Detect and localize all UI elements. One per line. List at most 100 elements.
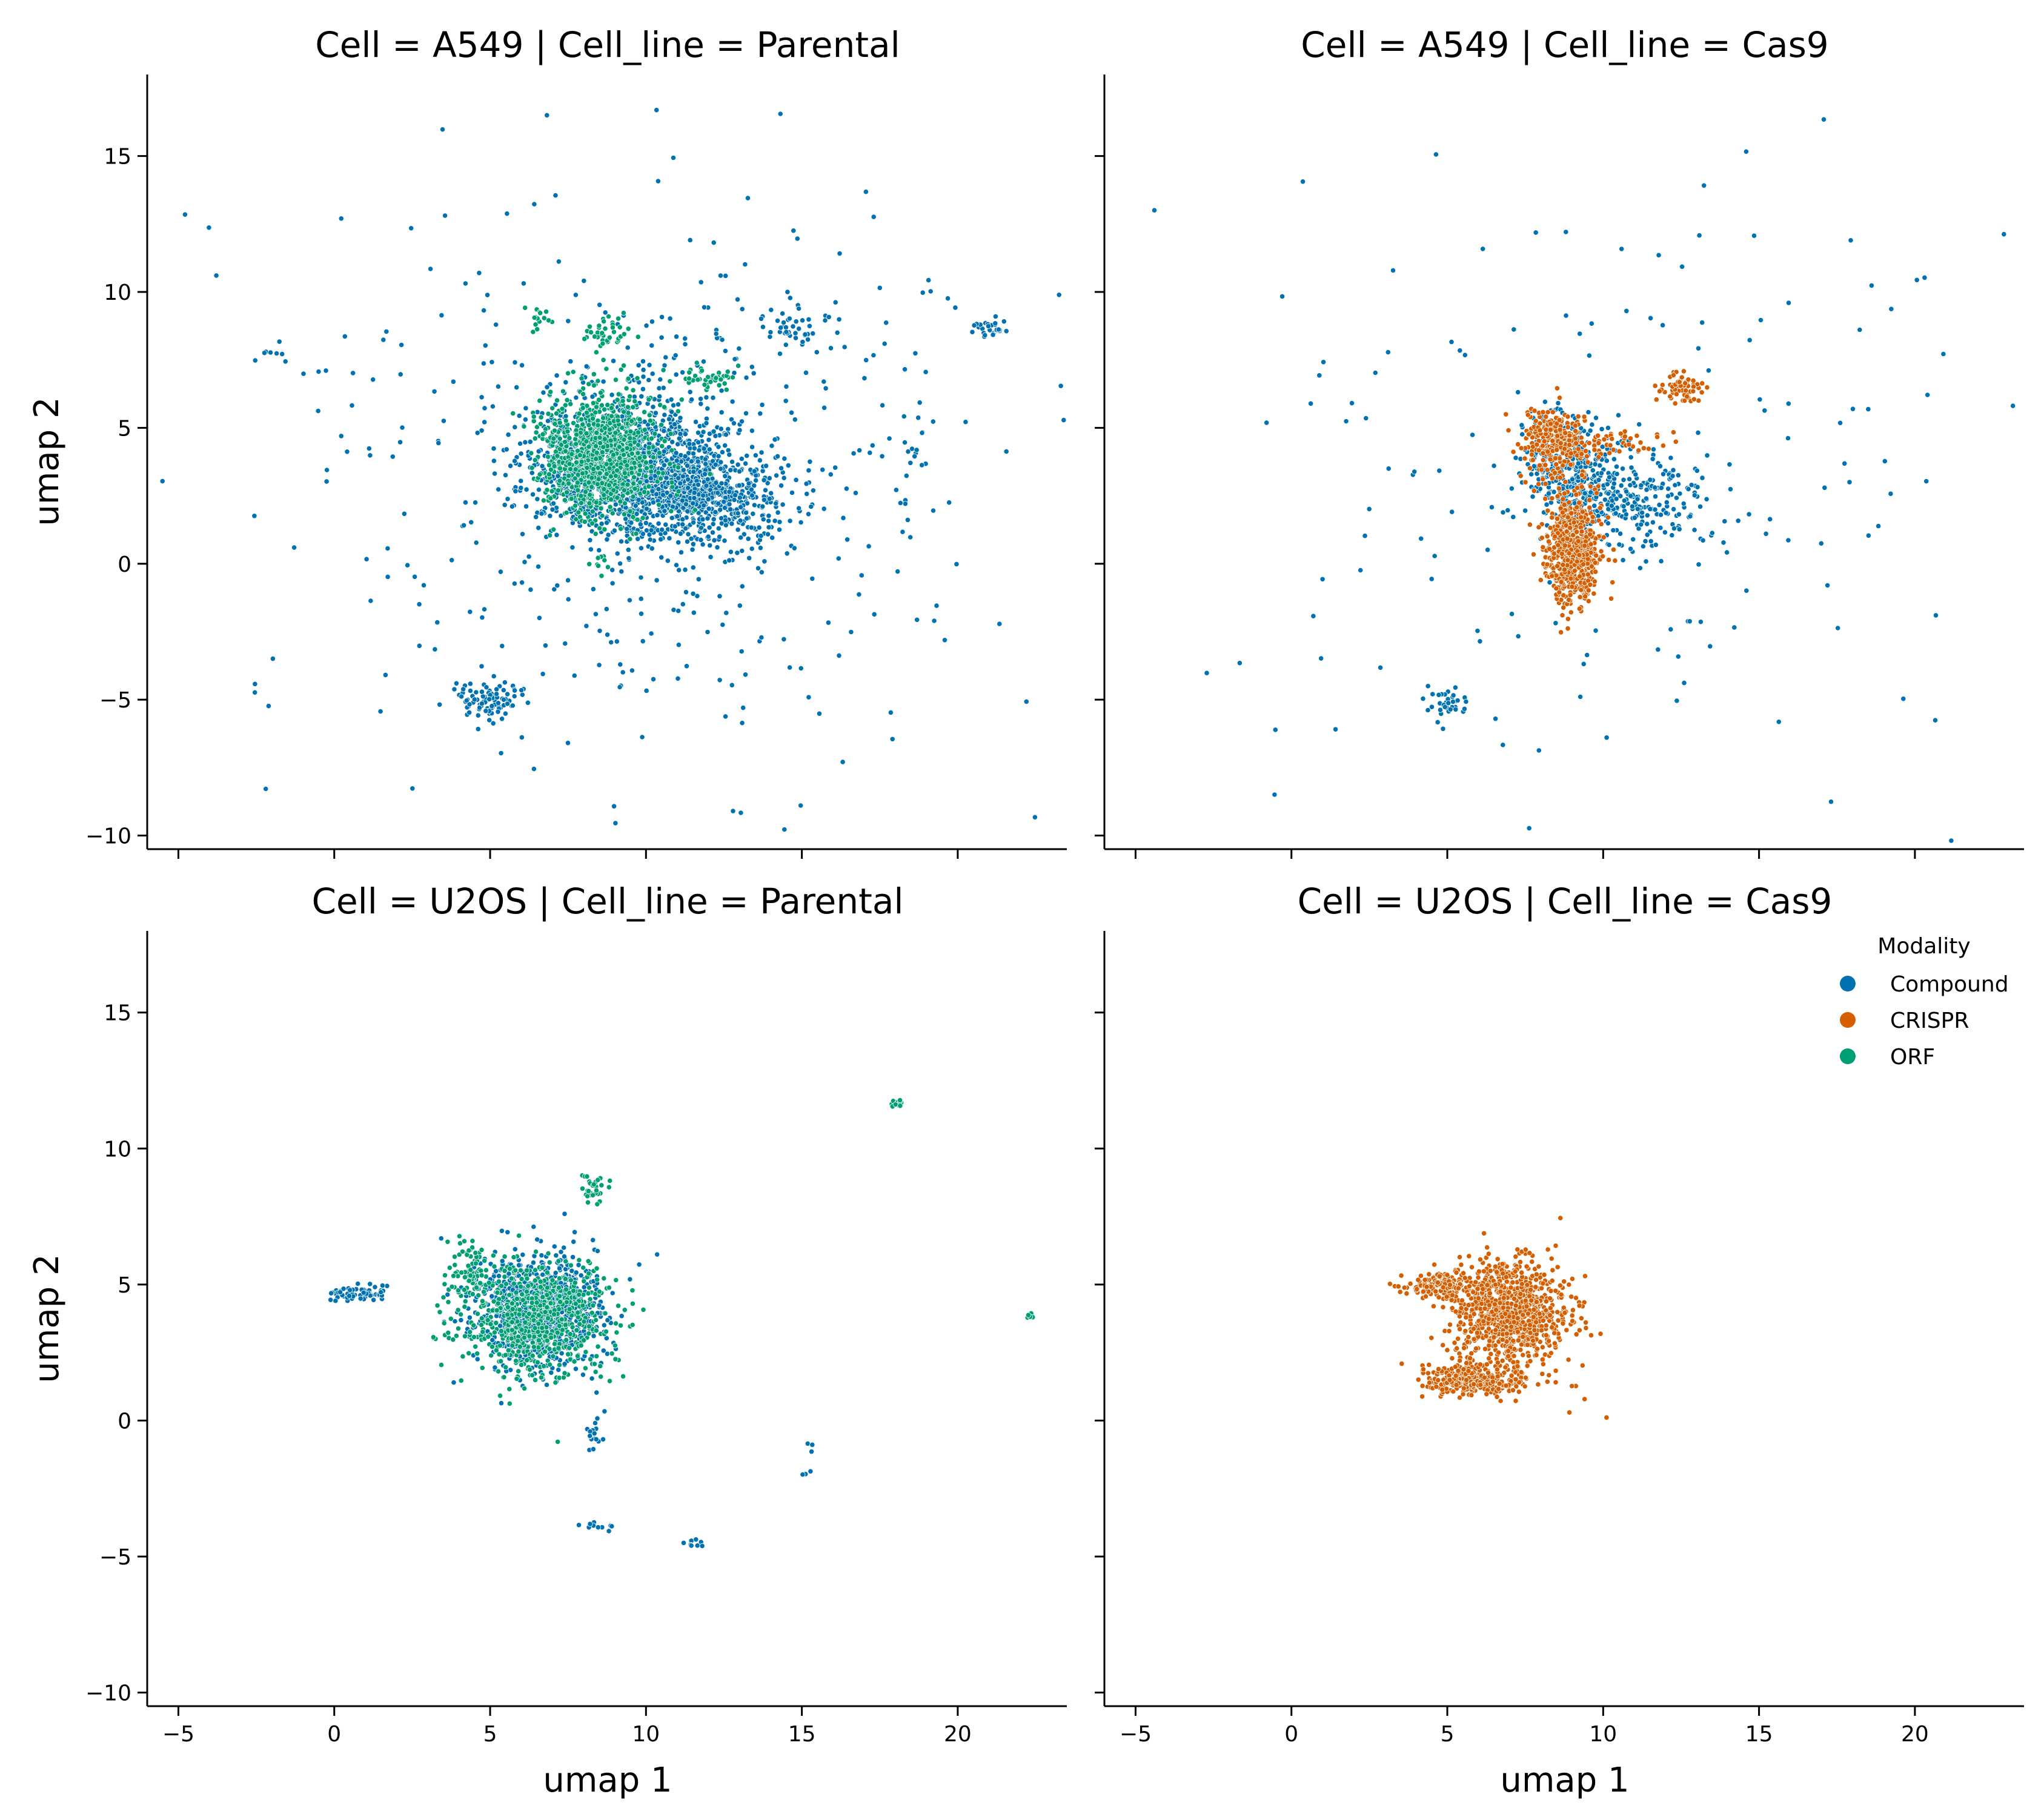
point-compound bbox=[1385, 349, 1391, 356]
point-compound bbox=[1697, 503, 1704, 510]
point-compound bbox=[798, 803, 804, 809]
point-orf bbox=[566, 480, 572, 486]
point-compound bbox=[826, 314, 832, 320]
point-orf bbox=[640, 515, 646, 521]
point-compound bbox=[821, 379, 827, 385]
point-compound bbox=[1530, 494, 1536, 500]
point-compound bbox=[743, 374, 749, 381]
point-compound bbox=[550, 500, 557, 506]
point-orf bbox=[538, 414, 544, 420]
point-compound bbox=[1308, 400, 1314, 406]
point-compound bbox=[1604, 735, 1610, 741]
point-compound bbox=[904, 517, 911, 523]
point-compound bbox=[718, 459, 724, 465]
point-compound bbox=[481, 606, 488, 612]
point-orf bbox=[580, 422, 586, 428]
point-compound bbox=[1697, 619, 1704, 625]
point-compound bbox=[1511, 326, 1517, 333]
point-compound bbox=[338, 433, 344, 439]
point-compound bbox=[486, 696, 493, 703]
point-compound bbox=[920, 290, 926, 296]
point-compound bbox=[677, 431, 683, 437]
point-orf bbox=[612, 473, 619, 479]
point-compound bbox=[685, 477, 691, 483]
point-compound bbox=[781, 826, 788, 833]
point-crispr bbox=[1562, 543, 1568, 549]
point-compound bbox=[871, 214, 877, 220]
point-compound bbox=[1061, 417, 1067, 423]
point-orf bbox=[579, 471, 586, 477]
point-compound bbox=[796, 326, 802, 332]
point-compound bbox=[1463, 698, 1469, 705]
point-orf bbox=[557, 435, 563, 442]
point-compound bbox=[1585, 409, 1591, 415]
point-compound bbox=[1652, 485, 1658, 491]
point-compound bbox=[1655, 646, 1661, 653]
point-compound bbox=[852, 490, 859, 496]
point-orf bbox=[557, 420, 563, 426]
point-compound bbox=[626, 597, 633, 603]
point-compound bbox=[682, 341, 688, 347]
point-compound bbox=[654, 107, 660, 113]
point-compound bbox=[800, 317, 806, 323]
point-compound bbox=[701, 304, 708, 310]
point-orf bbox=[659, 422, 665, 428]
point-compound bbox=[737, 427, 743, 433]
point-compound bbox=[1056, 292, 1062, 298]
point-compound bbox=[758, 569, 765, 575]
point-compound bbox=[784, 551, 790, 557]
point-compound bbox=[404, 562, 411, 568]
point-compound bbox=[914, 617, 920, 623]
point-compound bbox=[643, 520, 649, 526]
point-compound bbox=[902, 439, 908, 446]
point-compound bbox=[685, 508, 691, 514]
point-compound bbox=[791, 545, 798, 551]
point-compound bbox=[499, 643, 505, 649]
point-compound bbox=[1522, 508, 1528, 514]
point-compound bbox=[1882, 458, 1888, 465]
point-compound bbox=[780, 501, 786, 508]
point-compound bbox=[1847, 479, 1853, 485]
point-orf bbox=[572, 503, 579, 509]
point-orf bbox=[595, 465, 601, 471]
point-compound bbox=[1613, 496, 1619, 502]
point-compound bbox=[877, 285, 883, 291]
point-orf bbox=[591, 382, 597, 388]
point-compound bbox=[1448, 339, 1455, 345]
point-compound bbox=[718, 426, 724, 432]
point-compound bbox=[1450, 699, 1456, 705]
point-compound bbox=[672, 421, 678, 428]
point-compound bbox=[1425, 707, 1431, 713]
point-compound bbox=[750, 511, 756, 517]
point-compound bbox=[1515, 633, 1521, 640]
point-orf bbox=[617, 455, 623, 461]
point-compound bbox=[765, 531, 771, 537]
point-compound bbox=[738, 419, 745, 425]
point-crispr bbox=[1544, 561, 1550, 568]
point-compound bbox=[1510, 514, 1516, 520]
point-compound bbox=[1318, 655, 1324, 661]
point-compound bbox=[804, 491, 810, 497]
point-compound bbox=[420, 582, 427, 588]
point-orf bbox=[537, 471, 543, 477]
point-crispr bbox=[1559, 612, 1565, 618]
point-orf bbox=[549, 488, 555, 494]
point-compound bbox=[1628, 454, 1634, 460]
point-compound bbox=[992, 320, 998, 326]
point-compound bbox=[723, 431, 729, 438]
point-compound bbox=[737, 603, 743, 609]
point-orf bbox=[549, 405, 556, 411]
point-compound bbox=[757, 411, 763, 417]
point-crispr bbox=[1569, 584, 1575, 590]
point-compound bbox=[1236, 660, 1243, 666]
point-orf bbox=[573, 459, 580, 466]
point-compound bbox=[252, 689, 258, 695]
point-compound bbox=[657, 376, 663, 383]
point-orf bbox=[575, 472, 581, 478]
point-orf bbox=[568, 495, 574, 502]
point-compound bbox=[690, 564, 696, 571]
point-compound bbox=[527, 439, 533, 445]
point-compound bbox=[806, 323, 813, 329]
y-tick-label: −5 bbox=[99, 688, 131, 713]
point-compound bbox=[954, 561, 960, 568]
